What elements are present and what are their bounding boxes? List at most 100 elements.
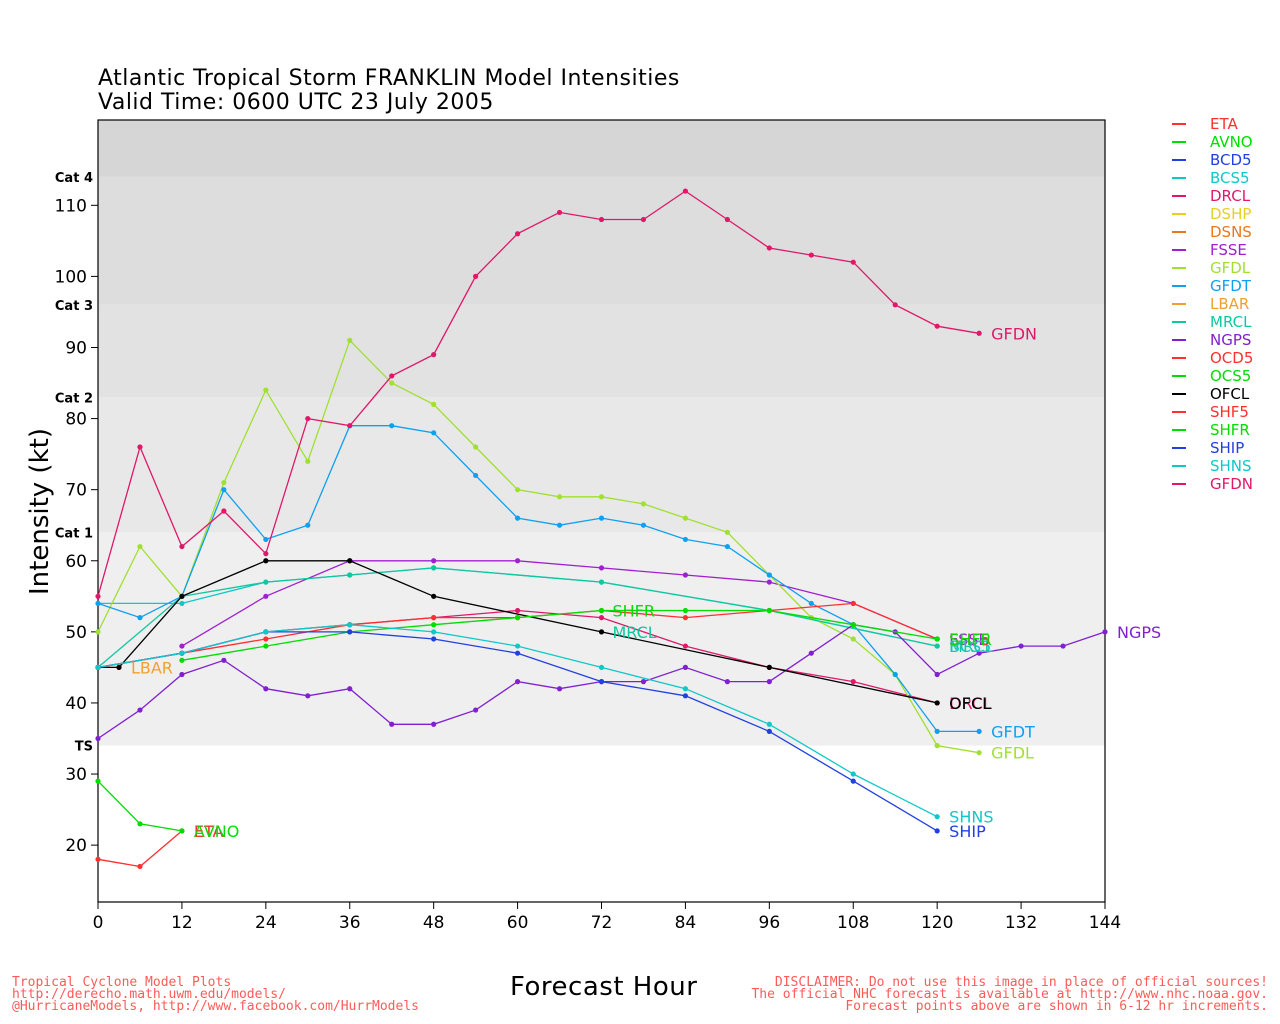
chart-subtitle: Valid Time: 0600 UTC 23 July 2005 <box>98 90 494 115</box>
point-fsse <box>514 558 521 564</box>
point-ngps <box>1018 643 1024 649</box>
point-gfdn <box>892 302 898 308</box>
series-line-gfdn <box>97 190 980 597</box>
end-label-gfdn: GFDN <box>991 324 1037 343</box>
point-gfdl <box>263 387 269 393</box>
point-gfdt <box>514 515 521 521</box>
legend-label: GFDT <box>1210 277 1251 295</box>
point-gfdn <box>305 415 311 422</box>
point-ngps <box>724 679 730 685</box>
point-gfdn <box>514 231 521 237</box>
y-tick-label: 80 <box>65 410 87 430</box>
point-ngps <box>137 707 143 713</box>
point-gfdn <box>389 373 395 379</box>
inline-label-mrcl: MRCL <box>612 623 656 642</box>
point-mrcl <box>598 579 605 585</box>
point-shns <box>179 650 185 656</box>
y-tick-label: 100 <box>55 267 87 287</box>
point-gfdn <box>137 444 143 450</box>
end-label-shfr: SHFR <box>949 630 992 649</box>
point-eta <box>95 856 101 862</box>
x-tick-label: 120 <box>921 913 953 933</box>
point-mrcl <box>934 643 940 649</box>
point-gfdn <box>682 188 689 194</box>
point-avno <box>137 821 143 827</box>
legend-label: DSNS <box>1210 223 1252 241</box>
band-label: Cat 1 <box>55 526 93 541</box>
point-gfdl <box>137 543 143 550</box>
point-ngps <box>976 650 982 656</box>
point-ship <box>431 636 437 642</box>
y-tick-label: 70 <box>65 481 87 501</box>
y-tick-label: 20 <box>65 836 87 856</box>
point-gfdn <box>473 273 479 279</box>
band-cat-2 <box>98 304 1105 398</box>
point-fsse <box>431 558 437 564</box>
x-tick-label: 144 <box>1089 913 1121 933</box>
legend-swatch <box>1172 393 1186 395</box>
x-tick-label: 84 <box>675 913 697 933</box>
point-gfdn <box>95 593 101 599</box>
point-gfdt <box>808 600 814 607</box>
point-gfdn <box>221 508 227 514</box>
point-shns <box>850 771 856 777</box>
point-shfr <box>179 657 185 663</box>
point-fsse <box>598 565 605 571</box>
point-shns <box>95 664 101 671</box>
legend-label: DSHP <box>1210 205 1252 223</box>
end-label-eta: ETA <box>194 822 224 841</box>
x-tick-label: 96 <box>759 913 781 933</box>
point-gfdl <box>95 629 101 635</box>
legend-swatch <box>1172 141 1186 143</box>
x-tick-label: 132 <box>1005 913 1037 933</box>
point-gfdl <box>431 401 437 407</box>
point-shf5 <box>850 600 856 607</box>
point-gfdt <box>556 522 563 528</box>
point-gfdn <box>347 423 353 429</box>
series-line-gfdt <box>97 425 980 733</box>
point-gfdt <box>473 472 479 479</box>
point-ngps <box>682 664 689 671</box>
chart-title: Atlantic Tropical Storm FRANKLIN Model I… <box>98 66 680 91</box>
legend-swatch <box>1172 213 1186 215</box>
footer-disclaimer-line: Forecast points above are shown in 6-12 … <box>845 999 1268 1014</box>
legend-swatch <box>1172 285 1186 287</box>
point-shf5 <box>263 636 269 642</box>
legend-swatch <box>1172 429 1186 431</box>
point-ngps <box>179 671 185 678</box>
legend-label: SHFR <box>1210 421 1250 439</box>
point-shfr <box>850 622 856 628</box>
point-ngps <box>514 679 521 685</box>
end-label-lbar: LBAR <box>131 658 173 677</box>
point-gfdt <box>137 615 143 621</box>
band-cat-4 <box>98 120 1105 177</box>
point-gfdl <box>389 380 395 386</box>
point-shns <box>766 721 772 727</box>
legend-label: SHNS <box>1210 457 1252 475</box>
point-gfdl <box>514 487 521 493</box>
end-label-avno: AVNO <box>194 822 239 841</box>
point-eta <box>137 863 143 870</box>
point-ngps <box>431 721 437 727</box>
point-shns <box>263 629 269 635</box>
legend-swatch <box>1172 483 1186 485</box>
end-label-shf5: SHF5 <box>949 630 991 649</box>
point-ship <box>598 679 605 685</box>
point-ngps <box>263 686 269 692</box>
point-shns <box>347 622 353 628</box>
band-cat-3 <box>98 176 1105 305</box>
point-mrcl <box>431 565 437 571</box>
point-gfdn <box>263 551 269 557</box>
point-gfdt <box>724 543 730 550</box>
point-fsse <box>766 579 772 585</box>
end-label-bcs5: BCS5 <box>949 637 991 656</box>
point-ngps <box>95 735 101 742</box>
point-shns <box>934 814 940 820</box>
point-ofcl <box>934 700 940 706</box>
point-gfdt <box>598 515 605 521</box>
point-mrcl <box>263 579 269 585</box>
series-line-mrcl <box>97 567 938 668</box>
legend-label: OCS5 <box>1210 367 1252 385</box>
legend-swatch <box>1172 357 1186 359</box>
